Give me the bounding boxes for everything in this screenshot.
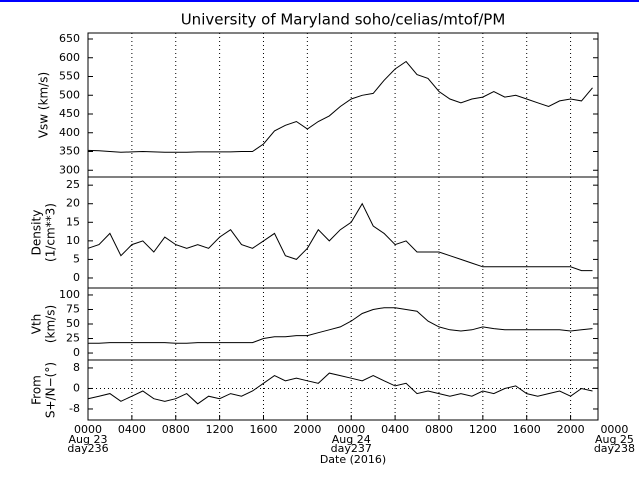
y-tick-label: 5: [73, 252, 80, 265]
y-tick-label: 100: [59, 288, 80, 301]
data-line: [88, 307, 593, 344]
y-tick-label: 25: [66, 178, 80, 191]
x-axis-label: Date (2016): [320, 453, 386, 466]
panel-frame: [87, 176, 599, 289]
y-tick-label: 0: [73, 346, 80, 359]
y-tick-label: -8: [69, 402, 80, 415]
y-tick-label: 500: [59, 88, 80, 101]
x-tick-label: 1600: [513, 423, 541, 436]
y-axis-label: Density: [30, 210, 44, 256]
y-tick-label: 0: [73, 381, 80, 394]
panel-frame: [87, 359, 599, 421]
y-tick-label: 350: [59, 145, 80, 158]
y-tick-label: 650: [59, 32, 80, 45]
x-tick-label: 1600: [249, 423, 277, 436]
x-tick-label: 0000: [600, 423, 628, 436]
x-tick-label: 0000: [337, 423, 365, 436]
day-label: day236: [67, 442, 108, 455]
y-tick-label: 25: [66, 332, 80, 345]
y-tick-label: 75: [66, 302, 80, 315]
y-tick-label: 550: [59, 70, 80, 83]
y-tick-label: 10: [66, 234, 80, 247]
date-label: Aug 23: [69, 433, 108, 446]
x-tick-label: 2000: [293, 423, 321, 436]
date-label: Aug 25: [595, 433, 634, 446]
y-axis-label: (km/s): [44, 305, 58, 343]
y-tick-label: 300: [59, 163, 80, 176]
day-label: day237: [331, 442, 372, 455]
x-tick-label: 0400: [381, 423, 409, 436]
y-tick-label: 0: [73, 271, 80, 284]
data-line: [87, 60, 593, 153]
x-tick-label: 0000: [74, 423, 102, 436]
y-axis-label: Vth: [30, 314, 44, 335]
y-tick-label: 450: [59, 107, 80, 120]
y-tick-label: 600: [59, 51, 80, 64]
x-tick-label: 1200: [206, 423, 234, 436]
date-label: Aug 24: [332, 433, 371, 446]
y-tick-label: 50: [66, 317, 80, 330]
chart-title: University of Maryland soho/celias/mtof/…: [181, 11, 506, 29]
y-tick-label: 15: [66, 215, 80, 228]
y-tick-label: 20: [66, 197, 80, 210]
y-tick-label: 400: [59, 126, 80, 139]
top-bar: [0, 0, 639, 2]
day-label: day238: [594, 442, 635, 455]
y-axis-label: (1/cm**3): [44, 203, 58, 262]
y-axis-label: From: [30, 375, 44, 405]
x-tick-label: 2000: [557, 423, 585, 436]
x-tick-label: 0800: [162, 423, 190, 436]
y-axis-label: Vsw (km/s): [37, 72, 51, 138]
panel-frame: [87, 287, 599, 361]
y-tick-label: 8: [73, 361, 80, 374]
y-axis-label: S+/N−(°): [44, 362, 58, 418]
data-line: [87, 372, 593, 405]
x-tick-label: 1200: [469, 423, 497, 436]
data-line: [87, 202, 593, 272]
x-tick-label: 0400: [118, 423, 146, 436]
x-tick-label: 0800: [425, 423, 453, 436]
